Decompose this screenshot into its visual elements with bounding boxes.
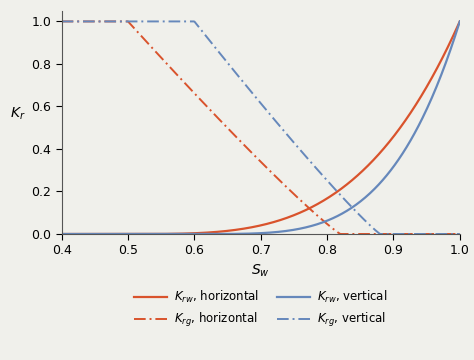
X-axis label: $S_w$: $S_w$ (251, 263, 270, 279)
$K_{rg}$, vertical (161, 19, 167, 24)
Legend: $K_{rw}$, horizontal, $K_{rg}$, horizontal, $K_{rw}$, vertical, $K_{rg}$, vertic: $K_{rw}$, horizontal, $K_{rg}$, horizont… (134, 289, 388, 329)
$K_{rw}$, vertical (239, 231, 245, 236)
$K_{rg}$, vertical (358, 215, 364, 219)
$K_{rw}$, vertical (129, 232, 135, 236)
$K_{rw}$, horizontal (59, 232, 64, 236)
$K_{rg}$, vertical (378, 232, 383, 236)
$K_{rg}$, horizontal (338, 232, 344, 236)
$K_{rg}$, horizontal (359, 232, 365, 236)
$K_{rg}$, vertical (239, 78, 245, 82)
$K_{rw}$, horizontal (129, 232, 135, 236)
$K_{rg}$, horizontal (129, 24, 135, 28)
$K_{rg}$, vertical (293, 143, 299, 148)
Y-axis label: $K_r$: $K_r$ (9, 106, 25, 122)
$K_{rw}$, vertical (358, 198, 364, 203)
$K_{rg}$, horizontal (293, 194, 299, 198)
$K_{rw}$, horizontal (325, 196, 330, 200)
$K_{rg}$, horizontal (161, 59, 167, 63)
$K_{rw}$, horizontal (239, 227, 245, 231)
$K_{rw}$, vertical (59, 232, 64, 236)
$K_{rg}$, horizontal (325, 222, 330, 226)
Line: $K_{rw}$, vertical: $K_{rw}$, vertical (62, 22, 460, 234)
$K_{rw}$, horizontal (358, 170, 364, 174)
$K_{rg}$, vertical (325, 179, 330, 183)
$K_{rw}$, vertical (457, 19, 463, 24)
$K_{rw}$, vertical (325, 219, 330, 223)
$K_{rw}$, horizontal (293, 212, 299, 216)
$K_{rg}$, vertical (129, 19, 135, 24)
Line: $K_{rw}$, horizontal: $K_{rw}$, horizontal (62, 22, 460, 234)
$K_{rw}$, vertical (161, 232, 167, 236)
$K_{rg}$, vertical (59, 19, 64, 24)
$K_{rw}$, vertical (293, 227, 299, 231)
Line: $K_{rg}$, vertical: $K_{rg}$, vertical (62, 22, 460, 234)
$K_{rg}$, horizontal (457, 232, 463, 236)
Line: $K_{rg}$, horizontal: $K_{rg}$, horizontal (62, 22, 460, 234)
$K_{rg}$, horizontal (239, 140, 245, 145)
$K_{rw}$, horizontal (161, 232, 167, 236)
$K_{rg}$, horizontal (59, 19, 64, 24)
$K_{rw}$, horizontal (457, 19, 463, 24)
$K_{rg}$, vertical (457, 232, 463, 236)
